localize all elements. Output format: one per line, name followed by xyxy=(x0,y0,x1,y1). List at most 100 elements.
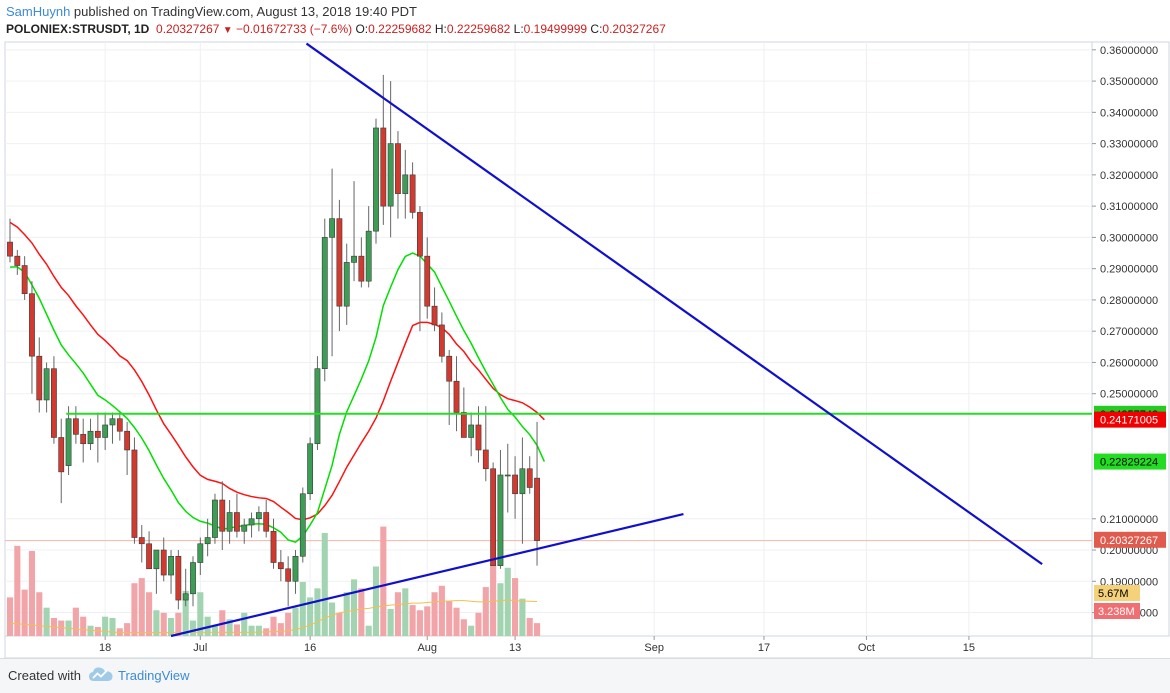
volume-bar xyxy=(28,551,36,636)
candle-up xyxy=(519,468,526,495)
volume-bar xyxy=(241,612,248,636)
candle-down xyxy=(51,368,57,438)
time-tick-label: 18 xyxy=(99,642,111,654)
volume-bar xyxy=(365,625,372,636)
time-tick-label: 16 xyxy=(304,642,316,654)
volume-bar xyxy=(526,617,533,636)
time-scale xyxy=(4,635,1093,658)
price-tick-label: 0.21000000 xyxy=(1100,514,1158,526)
volume-bar xyxy=(475,612,482,636)
price-badge-label: 0.24171005 xyxy=(1100,415,1158,427)
price-tick-label: 0.32000000 xyxy=(1100,170,1158,182)
price-tick-label: 0.30000000 xyxy=(1100,232,1158,244)
candle-down xyxy=(14,255,21,266)
volume-bar xyxy=(226,619,233,636)
open-value: 0.22259682 xyxy=(368,22,432,36)
volume-bar xyxy=(431,592,438,636)
ohlc-line: POLONIEX:STRUSDT, 1D 0.20327267 ▼ −0.016… xyxy=(6,22,666,36)
change-value: −0.01672733 (−7.6%) xyxy=(236,22,353,36)
price-tick-label: 0.29000000 xyxy=(1100,264,1158,276)
candle-up xyxy=(168,555,174,576)
tradingview-cloud-icon[interactable] xyxy=(88,666,114,684)
time-tick-label: Oct xyxy=(858,642,875,654)
volume-bar xyxy=(490,563,497,636)
candle-down xyxy=(438,324,445,357)
last-price: 0.20327267 xyxy=(156,22,220,36)
volume-bar xyxy=(292,607,299,636)
upper-trendline xyxy=(305,42,1043,565)
time-tick-label: Aug xyxy=(417,642,437,654)
volume-bar xyxy=(94,626,101,636)
author-link[interactable]: SamHuynh xyxy=(6,4,71,19)
candle-down xyxy=(80,434,87,445)
candle-up xyxy=(468,424,475,438)
candle-up xyxy=(343,262,350,307)
volume-bar xyxy=(138,578,145,636)
candle-down xyxy=(234,512,240,532)
volume-bar xyxy=(307,597,314,636)
candle-up xyxy=(204,537,211,545)
candle-down xyxy=(475,424,482,451)
volume-bar xyxy=(233,624,240,636)
volume-bar xyxy=(468,625,475,636)
volume-bar xyxy=(336,612,343,636)
open-label: O: xyxy=(355,22,369,36)
volume-bar xyxy=(533,623,541,636)
price-tick-label: 0.28000000 xyxy=(1100,295,1158,307)
volume-bar xyxy=(460,619,467,636)
volume-bar xyxy=(14,545,21,636)
volume-bar xyxy=(358,588,365,636)
volume-bar xyxy=(80,616,87,636)
candle-up xyxy=(321,237,328,369)
volume-bar xyxy=(211,625,219,636)
tradingview-brand-link[interactable]: TradingView xyxy=(118,668,190,683)
price-tick-label: 0.20000000 xyxy=(1100,545,1158,557)
candle-down xyxy=(336,218,343,307)
candle-up xyxy=(190,562,196,595)
candle-down xyxy=(131,449,138,538)
volume-bar xyxy=(43,607,50,636)
time-tick-label: 13 xyxy=(509,642,521,654)
candles xyxy=(7,74,540,610)
price-chart[interactable]: 0.36000000 0.35000000 0.34000000 0.33000000… xyxy=(0,0,1170,658)
volume-bar xyxy=(255,625,262,636)
candle-down xyxy=(424,255,431,307)
candle-down xyxy=(138,537,145,545)
volume-badge xyxy=(1094,603,1140,619)
volume-bar xyxy=(314,588,321,636)
candle-up xyxy=(402,174,409,194)
candle-up xyxy=(248,518,255,526)
candle-down xyxy=(526,468,533,488)
candle-down xyxy=(409,174,416,213)
candle-down xyxy=(124,430,131,451)
time-tick-label: 15 xyxy=(963,642,975,654)
volume-badge xyxy=(1094,585,1140,601)
grid-lines xyxy=(5,42,1096,640)
volume-bar xyxy=(189,620,197,636)
candle-down xyxy=(270,530,277,563)
volume-bar xyxy=(87,625,94,636)
ema-fast-line xyxy=(9,252,546,544)
volume-bar xyxy=(102,616,109,636)
price-badge-label: 0.22829224 xyxy=(1100,457,1158,469)
volume-bar xyxy=(394,592,402,636)
candle-up xyxy=(109,418,116,426)
volume-bar xyxy=(380,526,387,636)
candle-down xyxy=(380,127,387,207)
volume-bar xyxy=(299,581,306,636)
candle-down xyxy=(453,380,460,413)
volume-bar xyxy=(160,612,167,636)
candle-down xyxy=(490,468,497,566)
candle-down xyxy=(512,474,518,495)
volume-bar xyxy=(321,533,328,636)
low-value: 0.19499999 xyxy=(523,22,588,36)
candle-up xyxy=(226,512,233,532)
candle-up xyxy=(65,418,72,466)
volume-bar xyxy=(453,607,460,636)
price-badge-label: 0.20327267 xyxy=(1100,535,1158,547)
volume-bar xyxy=(248,625,255,636)
candle-up xyxy=(182,593,189,601)
candle-down xyxy=(219,499,226,532)
candle-up xyxy=(197,543,204,563)
ema-slow-line xyxy=(9,221,545,521)
